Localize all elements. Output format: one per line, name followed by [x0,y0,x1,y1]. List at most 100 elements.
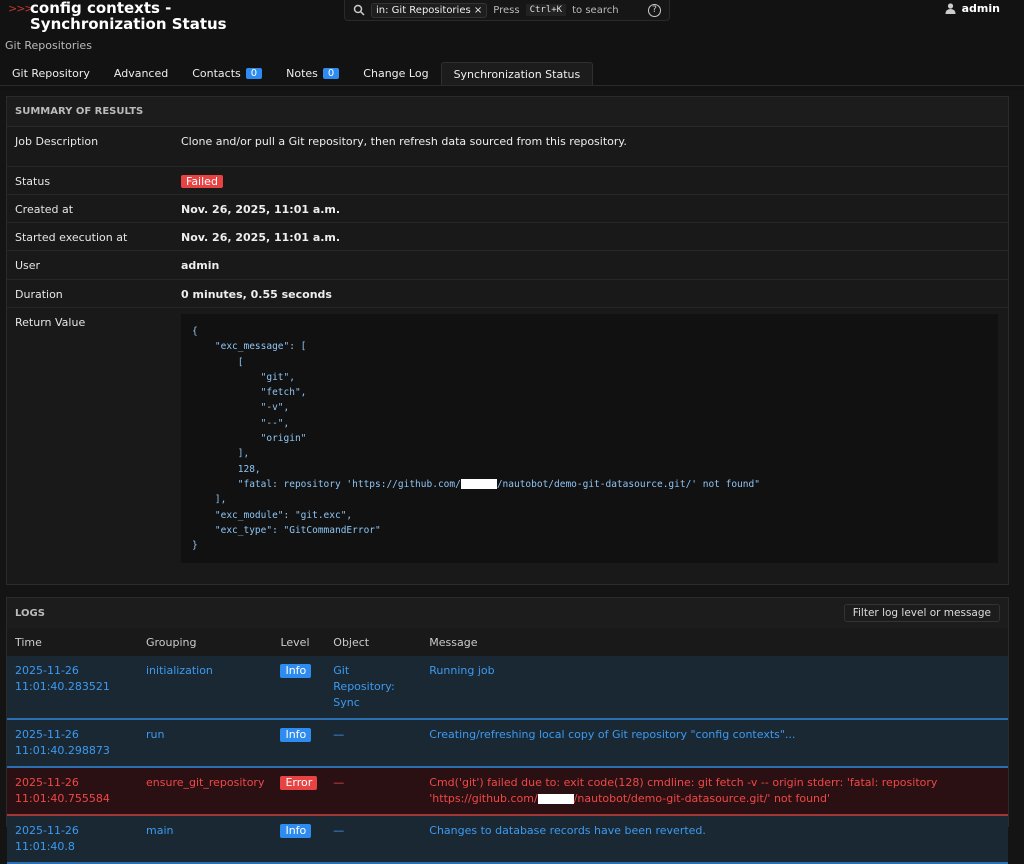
row-user: User admin [7,251,1008,280]
close-icon[interactable]: × [473,4,483,16]
tab-synchronization-status[interactable]: Synchronization Status [440,62,594,85]
tab-label: Synchronization Status [453,67,581,81]
label: Duration [15,288,63,301]
code-line: "fatal: repository 'https://github.com/ [192,478,461,490]
tab-change-log[interactable]: Change Log [351,62,440,85]
row-job-description: Job Description Clone and/or pull a Git r… [7,127,1008,167]
status-badge: Failed [181,175,223,188]
col-object: Object [325,628,422,656]
log-time[interactable]: 11:01:40.8 [15,840,75,853]
user-icon [945,3,956,14]
code-line: 128, [192,463,261,475]
redaction [460,479,497,490]
return-value-code: { "exc_message": [ [ "git", "fetch", "-v… [181,314,998,564]
code-line: "--", [192,417,290,429]
log-date: 2025-11-26 [15,776,79,789]
code-line: "exc_message": [ [192,341,307,353]
log-message: Changes to database records have been re… [429,824,706,837]
tab-git-repository[interactable]: Git Repository [0,62,102,85]
log-row: 2025-11-26 11:01:40.298873 run Info — Creatin… [7,719,1008,768]
label: User [15,259,41,272]
log-time[interactable]: 11:01:40.755584 [15,792,110,805]
log-message-cont: /nautobot/demo-git-datasource.git/' not … [573,792,831,805]
tab-label: Notes [286,67,318,80]
log-message: Creating/refreshing local copy of Git re… [429,728,796,741]
col-level: Level [272,628,326,656]
code-line: { [192,326,198,337]
redaction [537,794,574,804]
value: Clone and/or pull a Git repository, then… [181,135,627,148]
code-line: "fetch", [192,387,307,399]
log-grouping: run [146,728,165,741]
chevron-icon: >>> [8,2,34,15]
log-time[interactable]: 11:01:40.283521 [15,680,110,693]
level-badge: Info [280,664,312,678]
label: Return Value [15,316,86,329]
code-line: "origin" [192,433,307,445]
tab-label: Contacts [192,67,241,80]
code-line: "git", [192,371,295,383]
col-grouping: Grouping [138,628,273,656]
page-header: >>> config contexts - Synchronization St… [0,0,1024,90]
level-badge: Error [280,776,318,790]
log-message-cont: 'https://github.com/ [429,792,538,805]
log-date: 2025-11-26 [15,824,79,837]
search-bar[interactable]: in: Git Repositories × Press Ctrl+K to s… [344,0,670,21]
code-line: /nautobot/demo-git-datasource.git/' not … [496,478,760,490]
search-hint-to-search: to search [572,4,619,16]
count-badge: 0 [245,68,263,79]
log-object: — [333,824,345,837]
log-object: — [333,776,345,789]
tab-label: Git Repository [12,67,90,80]
logs-heading: LOGS [15,607,45,619]
value: Nov. 26, 2025, 11:01 a.m. [181,203,341,216]
level-badge: Info [280,728,312,742]
tab-bar: Git Repository Advanced Contacts 0 Notes 0… [0,62,1024,86]
log-object: — [333,728,345,741]
log-time[interactable]: 11:01:40.298873 [15,744,110,757]
log-object-link[interactable]: Git Repository: Sync [333,664,395,709]
help-icon[interactable]: ? [648,3,661,17]
row-return-value: Return Value { "exc_message": [ [ "git",… [7,308,1008,571]
shortcut-key: Ctrl+K [525,4,567,16]
code-line: ], [192,448,250,460]
row-created: Created at Nov. 26, 2025, 11:01 a.m. [7,195,1008,223]
row-status: Status Failed [7,167,1008,195]
search-icon [353,4,365,16]
log-row: 2025-11-26 11:01:40.8 main Info — Changes to … [7,815,1008,864]
page-title: config contexts - Synchronization Status [30,0,227,33]
logs-table: Time Grouping Level Object Message 2025-… [7,628,1008,864]
log-date: 2025-11-26 [15,664,79,677]
col-time: Time [7,628,138,656]
label: Started execution at [15,231,128,244]
log-grouping: initialization [146,664,213,677]
code-line: } [192,540,198,552]
filter-log-input[interactable]: Filter log level or message [843,604,1000,622]
log-message: Running job [429,664,495,677]
search-hint-press: Press [493,4,520,16]
tab-contacts[interactable]: Contacts 0 [180,62,274,85]
row-duration: Duration 0 minutes, 0.55 seconds [7,280,1008,308]
value: admin [181,259,220,272]
tab-notes[interactable]: Notes 0 [274,62,351,85]
value: 0 minutes, 0.55 seconds [181,288,332,301]
count-badge: 0 [322,68,340,79]
search-scope-chip[interactable]: in: Git Repositories × [371,2,488,18]
breadcrumb[interactable]: Git Repositories [5,39,92,52]
label: Job Description [15,135,99,148]
username: admin [961,2,1000,15]
log-row: 2025-11-26 11:01:40.283521 initialization I… [7,656,1008,720]
value: Nov. 26, 2025, 11:01 a.m. [181,231,341,244]
code-line: ], [192,494,227,506]
tab-label: Change Log [363,67,429,80]
code-line: "exc_type": "GitCommandError" [192,524,381,536]
level-badge: Info [280,824,312,838]
code-line: [ [192,356,244,368]
label: Status [15,175,51,188]
log-message: Cmd('git') failed due to: exit code(128)… [429,776,938,789]
logs-card: LOGS Filter log level or message Time Gro… [6,597,1009,864]
tab-label: Advanced [113,67,169,80]
log-grouping: ensure_git_repository [146,776,265,789]
user-menu[interactable]: admin [945,2,1000,15]
tab-advanced[interactable]: Advanced [102,62,180,85]
